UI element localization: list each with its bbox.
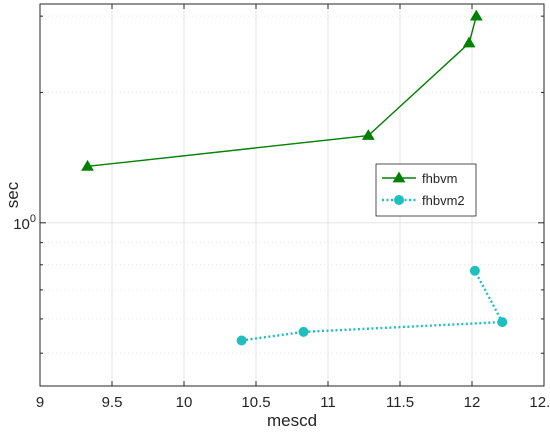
series-fhbvm: [81, 9, 483, 171]
data-point-fhbvm: [81, 159, 94, 171]
legend-box: [375, 163, 477, 217]
x-tick-label: 9: [36, 394, 44, 411]
series-layer: [81, 9, 508, 346]
y-tick-label: 100: [13, 213, 36, 233]
x-tick-label: 11: [320, 394, 336, 411]
legend: fhbvm fhbvm2: [375, 163, 477, 217]
legend-label-fhbvm: fhbvm: [422, 171, 457, 186]
axes-frame: [39, 3, 545, 387]
legend-marker-fhbvm2: [394, 195, 404, 205]
x-axis-label: mescd: [267, 411, 317, 430]
data-point-fhbvm: [361, 129, 375, 140]
legend-marker-fhbvm: [392, 171, 406, 183]
x-tick-label: 12: [464, 394, 481, 411]
x-tick-label: 10.5: [241, 394, 270, 411]
data-point-fhbvm2: [469, 265, 480, 276]
data-point-fhbvm2: [298, 326, 309, 337]
data-point-fhbvm: [469, 9, 483, 21]
x-tick-label: 10: [176, 394, 193, 411]
x-tick-label: 11.5: [386, 394, 414, 411]
y-axis-label: sec: [3, 181, 22, 208]
x-tick-label: 9.5: [102, 394, 123, 411]
axes: 9 9.5 10 10.5 11 11.5 12 12.5 100: [13, 3, 550, 411]
x-tick-label: 12.5: [529, 394, 550, 411]
data-point-fhbvm: [462, 36, 476, 48]
series-fhbvm2: [236, 265, 508, 346]
series-line-fhbvm: [87, 15, 477, 168]
data-point-fhbvm2: [497, 317, 508, 328]
legend-label-fhbvm2: fhbvm2: [422, 193, 465, 208]
grid-lines: [40, 4, 544, 386]
data-point-fhbvm2: [236, 335, 247, 346]
